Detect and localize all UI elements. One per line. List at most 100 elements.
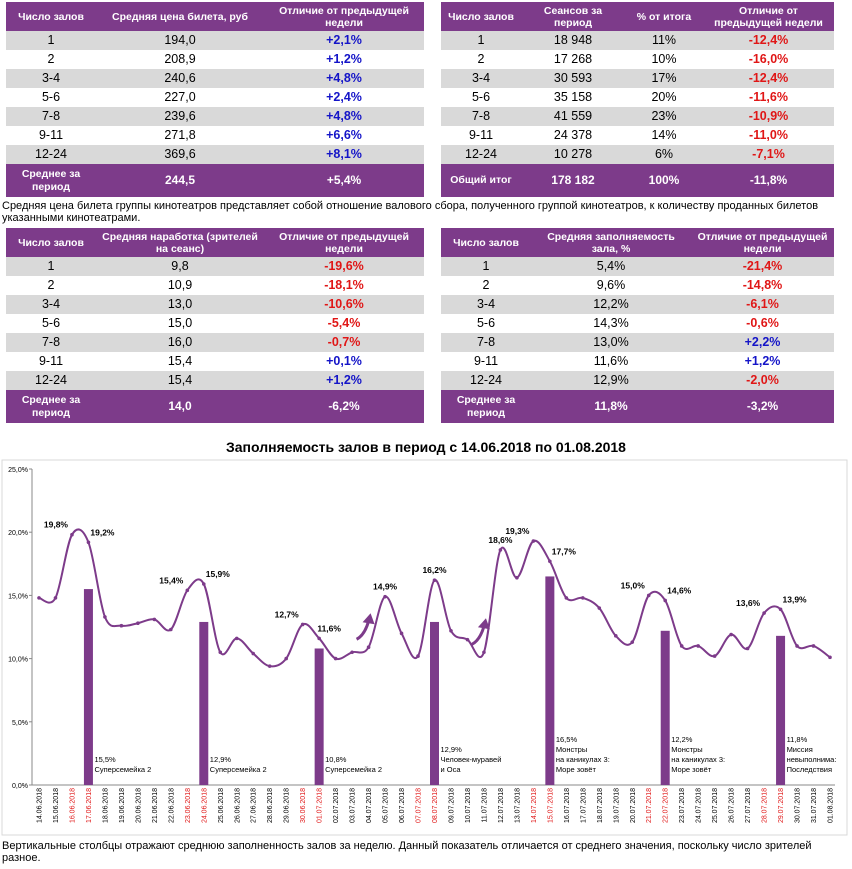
data-point bbox=[811, 644, 816, 648]
x-tick-label: 16.06.2018 bbox=[69, 788, 76, 823]
table-row: 12-24 10 278 6% -7,1% bbox=[441, 145, 834, 164]
col-header: Число залов bbox=[441, 2, 521, 31]
table-cell: +1,2% bbox=[326, 52, 362, 66]
x-tick-label: 07.07.2018 bbox=[416, 788, 423, 823]
table-row: 12-24 15,4 +1,2% bbox=[6, 371, 424, 390]
bar-film-label: невыполнима: bbox=[787, 755, 837, 764]
total-cell: 244,5 bbox=[96, 164, 264, 197]
col-header: Средняя наработка (зрителей на сеанс) bbox=[96, 228, 264, 257]
data-point bbox=[70, 532, 74, 537]
data-point bbox=[729, 632, 733, 637]
table-row: 3-4 13,0 -10,6% bbox=[6, 295, 424, 314]
weekly-bar bbox=[776, 635, 786, 785]
x-tick-label: 09.07.2018 bbox=[448, 788, 455, 823]
col-header: Число залов bbox=[441, 228, 531, 257]
total-row: Среднее за период 244,5 +5,4% bbox=[6, 164, 424, 197]
data-point bbox=[234, 636, 239, 641]
bar-film-label: и Оса bbox=[441, 765, 462, 774]
table-cell: +1,2% bbox=[744, 354, 781, 368]
data-point bbox=[515, 575, 519, 580]
x-tick-label: 13.07.2018 bbox=[514, 788, 521, 823]
table-row: 12-24 369,6 +8,1% bbox=[6, 145, 424, 164]
x-tick-label: 25.07.2018 bbox=[712, 788, 719, 823]
data-point bbox=[432, 578, 437, 583]
table-cell: -2,0% bbox=[691, 371, 834, 390]
table-cell: -19,6% bbox=[264, 257, 424, 276]
x-tick-label: 08.07.2018 bbox=[432, 788, 439, 823]
table-cell: 17 268 bbox=[553, 52, 593, 66]
x-tick-label: 16.07.2018 bbox=[564, 788, 571, 823]
x-tick-label: 05.07.2018 bbox=[383, 788, 390, 823]
table-cell: 5-6 bbox=[41, 90, 61, 104]
data-point bbox=[531, 539, 536, 543]
table-cell: 3-4 bbox=[6, 69, 96, 88]
data-point bbox=[383, 594, 387, 599]
col-header: Отличие от предыдущей недели bbox=[264, 228, 424, 257]
data-point bbox=[136, 621, 140, 626]
total-row: Среднее за период 14,0 -6,2% bbox=[6, 390, 424, 423]
table-cell: +4,8% bbox=[264, 69, 424, 88]
y-tick-label: 5,0% bbox=[12, 720, 28, 727]
x-tick-label: 01.07.2018 bbox=[317, 788, 324, 823]
y-tick-label: 0,0% bbox=[12, 783, 28, 790]
table-cell: 12-24 bbox=[6, 371, 96, 390]
x-tick-label: 29.06.2018 bbox=[284, 788, 291, 823]
x-tick-label: 31.07.2018 bbox=[811, 788, 818, 823]
chart-title: Заполняемость залов в период с 14.06.201… bbox=[226, 439, 626, 455]
table-body: 1 194,0 +2,1% 2 208,9 +1,2% 3-4 240,6 +4,8% 5-6 22… bbox=[6, 31, 424, 197]
total-cell: 100% bbox=[625, 164, 703, 197]
bar-film-label: Монстры bbox=[671, 745, 702, 754]
table-cell: 9-11 bbox=[38, 128, 64, 142]
table-cell: 240,6 bbox=[96, 69, 264, 88]
table-cell: 12-24 bbox=[441, 145, 521, 164]
table-cell: +1,2% bbox=[264, 371, 424, 390]
table-cell: 5,4% bbox=[531, 257, 691, 276]
table-cell: -21,4% bbox=[691, 257, 834, 276]
table-cell: 2 bbox=[482, 278, 490, 292]
col-header: Отличие от предыдущей недели bbox=[703, 2, 834, 31]
table-cell: 10 278 bbox=[521, 145, 625, 164]
table-cell: 1 bbox=[441, 31, 521, 50]
data-point bbox=[778, 607, 783, 612]
table-body: 1 9,8 -19,6% 2 10,9 -18,1% 3-4 13,0 -10,6% 5-6 15,… bbox=[6, 257, 424, 423]
bar-value-label: 11,8% bbox=[787, 735, 808, 744]
table-cell: 9,6% bbox=[596, 278, 626, 292]
table-cell: 2 bbox=[477, 52, 485, 66]
x-tick-label: 15.06.2018 bbox=[53, 788, 60, 823]
occupancy-table: Число залов Средняя заполняемость зала, … bbox=[441, 228, 834, 423]
bottom-note: Вертикальные столбцы отражают среднюю за… bbox=[2, 840, 812, 864]
data-point bbox=[449, 628, 453, 633]
table-row: 2 10,9 -18,1% bbox=[6, 276, 424, 295]
table-cell: -5,4% bbox=[327, 316, 361, 330]
table-row: 5-6 227,0 +2,4% bbox=[6, 88, 424, 107]
table-cell: 3-4 bbox=[441, 295, 531, 314]
table-cell: 9-11 bbox=[473, 354, 499, 368]
data-point bbox=[350, 650, 354, 655]
table-row: 7-8 16,0 -0,7% bbox=[6, 333, 424, 352]
table-cell: 2 bbox=[47, 52, 55, 66]
data-point bbox=[745, 646, 750, 651]
x-tick-label: 29.07.2018 bbox=[778, 788, 785, 823]
data-point bbox=[185, 588, 190, 593]
x-tick-label: 27.06.2018 bbox=[251, 788, 258, 823]
table-row: 5-6 35 158 20% -11,6% bbox=[441, 88, 834, 107]
table-cell: 14,3% bbox=[593, 316, 629, 330]
data-point bbox=[696, 644, 700, 648]
table-cell: 7-8 bbox=[441, 107, 521, 126]
table-cell: +2,1% bbox=[264, 31, 424, 50]
data-point bbox=[613, 634, 618, 638]
total-cell: -3,2% bbox=[691, 390, 834, 423]
x-tick-label: 02.07.2018 bbox=[333, 788, 340, 823]
table-cell: -12,4% bbox=[703, 31, 834, 50]
data-point bbox=[399, 631, 404, 636]
x-tick-label: 12.07.2018 bbox=[498, 788, 505, 823]
data-point bbox=[37, 596, 41, 600]
x-tick-label: 20.06.2018 bbox=[135, 788, 142, 823]
bar-film-label: Монстры bbox=[556, 745, 587, 754]
table-cell: 15,4 bbox=[167, 354, 193, 368]
data-point bbox=[762, 611, 766, 615]
table-row: 3-4 240,6 +4,8% bbox=[6, 69, 424, 88]
data-point bbox=[564, 596, 569, 600]
table-cell: 13,0% bbox=[531, 333, 691, 352]
data-point bbox=[251, 651, 256, 656]
